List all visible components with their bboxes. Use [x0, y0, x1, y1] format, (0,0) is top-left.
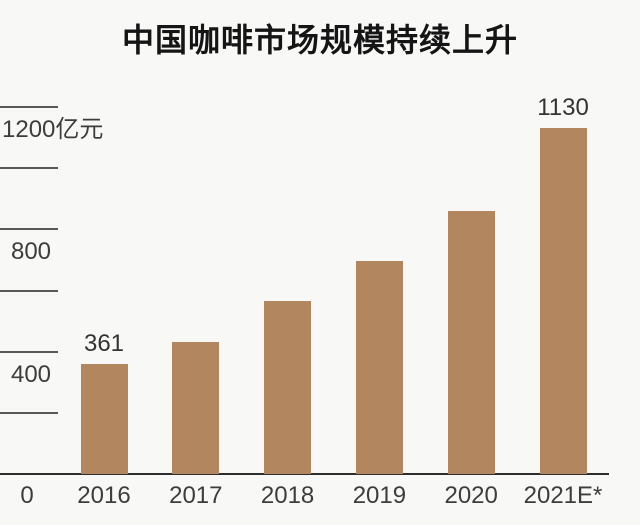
y-tick-line-400: [0, 350, 58, 353]
bar-2018: [264, 301, 312, 474]
x-label-2021e: 2021E*: [523, 482, 603, 509]
bar-value-label-2021e: 1130: [537, 94, 589, 122]
bar-2019: [355, 260, 403, 474]
x-label-2020: 2020: [444, 482, 498, 509]
x-axis-origin-label: 0: [20, 482, 34, 509]
chart-title: 中国咖啡市场规模持续上升: [121, 22, 518, 58]
bar-value-label-2016: 361: [83, 329, 125, 357]
y-tick-line-800: [0, 228, 58, 231]
bar-2016: [80, 363, 128, 474]
y-tick-label-1200: 1200亿元: [2, 116, 104, 143]
y-tick-line-200: [0, 411, 58, 414]
y-tick-label-800: 800: [10, 238, 52, 266]
bar-2017: [172, 342, 220, 474]
y-tick-label-400: 400: [10, 360, 52, 388]
x-label-2017: 2017: [169, 482, 223, 509]
y-tick-line-600: [0, 289, 58, 292]
x-label-2019: 2019: [352, 482, 407, 509]
bar-2021e: [539, 128, 587, 474]
x-label-2018: 2018: [260, 482, 315, 509]
x-label-2016: 2016: [77, 482, 131, 509]
y-tick-line-1000: [0, 167, 58, 170]
bar-2020: [447, 210, 495, 474]
y-tick-line-1200: [0, 106, 58, 108]
